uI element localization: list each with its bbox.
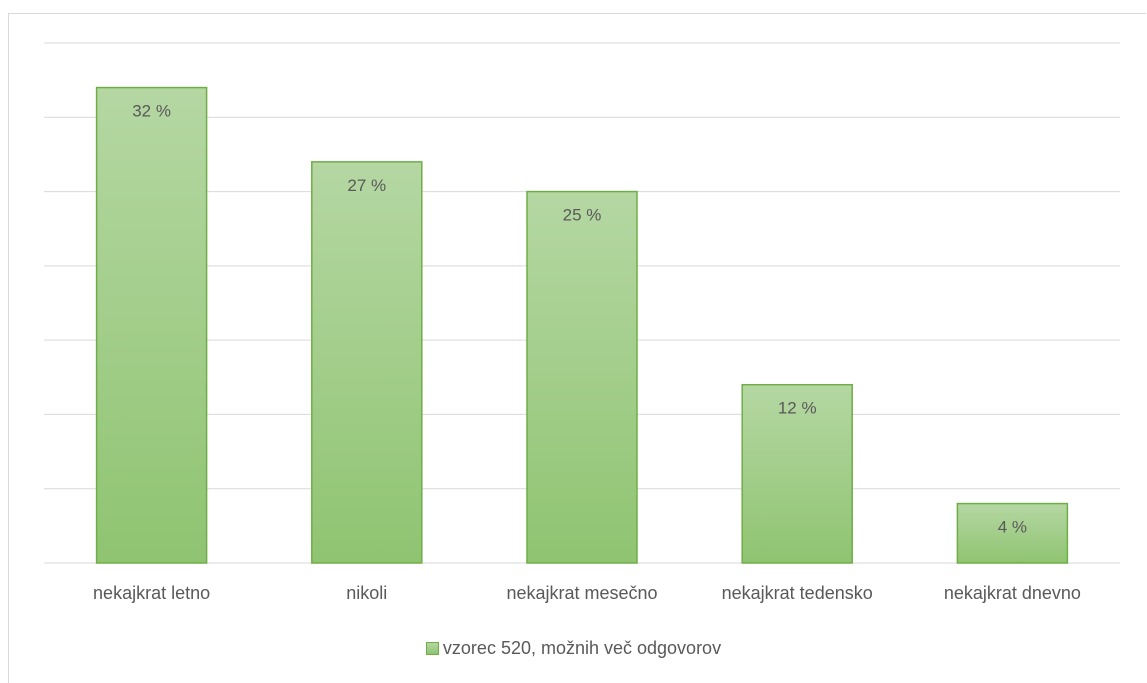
bar-3 (526, 190, 638, 564)
data-label-1: 32 % (132, 102, 171, 121)
x-tick-label-5: nekajkrat dnevno (944, 583, 1081, 603)
x-tick-label-1: nekajkrat letno (93, 583, 210, 603)
data-label-2: 27 % (347, 176, 386, 195)
data-labels: 32 % 27 % 25 % 12 % 4 % (132, 102, 1027, 537)
x-tick-label-4: nekajkrat tedensko (722, 583, 873, 603)
bars (95, 86, 1069, 564)
legend: vzorec 520, možnih več odgovorov (0, 638, 1147, 659)
chart-frame (8, 13, 1146, 683)
x-axis-tick-labels: nekajkrat letno nikoli nekajkrat mesečno ne… (93, 583, 1081, 603)
x-tick-label-2: nikoli (346, 583, 387, 603)
legend-label: vzorec 520, možnih več odgovorov (442, 638, 722, 658)
legend-swatch (425, 642, 439, 655)
bar-1 (95, 86, 208, 564)
data-label-5: 4 % (998, 518, 1027, 537)
data-label-4: 12 % (778, 399, 817, 418)
bar-4 (741, 383, 853, 564)
bar-5 (956, 502, 1069, 564)
bar-2 (311, 161, 423, 564)
data-label-3: 25 % (563, 206, 602, 225)
x-tick-label-3: nekajkrat mesečno (506, 583, 657, 603)
